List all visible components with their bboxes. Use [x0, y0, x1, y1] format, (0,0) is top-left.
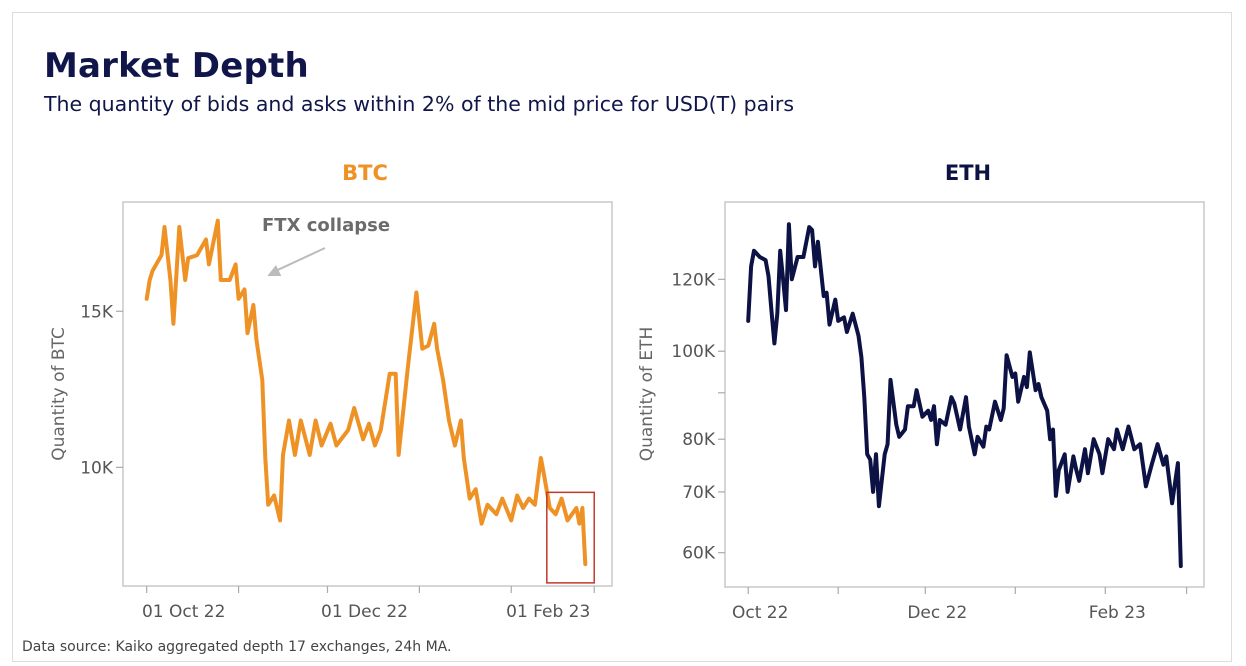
page-title: Market Depth [44, 46, 309, 86]
eth-y-tick-label: 70K [682, 483, 716, 503]
btc-y-tick-label: 10K [80, 458, 114, 478]
annotation-arrowhead-icon [267, 265, 282, 277]
btc-x-tick-label: 01 Oct 22 [142, 602, 225, 622]
annotation-arrow-line [274, 247, 326, 272]
eth-x-tick-label: Oct 22 [732, 603, 788, 623]
btc-plot-frame [122, 201, 613, 587]
eth-x-tick-label: Feb 23 [1089, 603, 1146, 623]
eth-y-tick-label: 120K [671, 270, 715, 290]
page-subtitle: The quantity of bids and asks within 2% … [44, 92, 795, 116]
btc-series-line [144, 218, 588, 567]
eth-y-tick-label: 80K [682, 430, 716, 450]
eth-chart-title: ETH [945, 161, 991, 185]
eth-y-tick-label: 60K [682, 544, 716, 564]
btc-y-axis-title: Quantity of BTC [49, 327, 69, 461]
ftx-collapse-annotation: FTX collapse [262, 215, 390, 236]
eth-y-tick-label: 100K [671, 342, 715, 362]
chart-frame [12, 12, 1232, 662]
btc-x-tick-label: 01 Dec 22 [321, 602, 408, 622]
eth-series-line [746, 222, 1183, 569]
data-source-note: Data source: Kaiko aggregated depth 17 e… [22, 639, 452, 655]
eth-x-tick-label: Dec 22 [907, 603, 967, 623]
eth-y-axis-title: Quantity of ETH [637, 327, 657, 462]
btc-chart-title: BTC [342, 161, 388, 185]
btc-y-tick-label: 15K [80, 302, 114, 322]
eth-plot-frame [724, 201, 1205, 588]
btc-x-tick-label: 01 Feb 23 [506, 602, 590, 622]
btc-highlight-box [546, 491, 595, 584]
eth-chart: 60K 70K 80K 100K 120K Oct 22 Dec 22 Feb 23 [671, 201, 1205, 623]
btc-chart: 10K 15K 01 Oct 22 01 Dec 22 01 Feb 23 [80, 201, 613, 622]
